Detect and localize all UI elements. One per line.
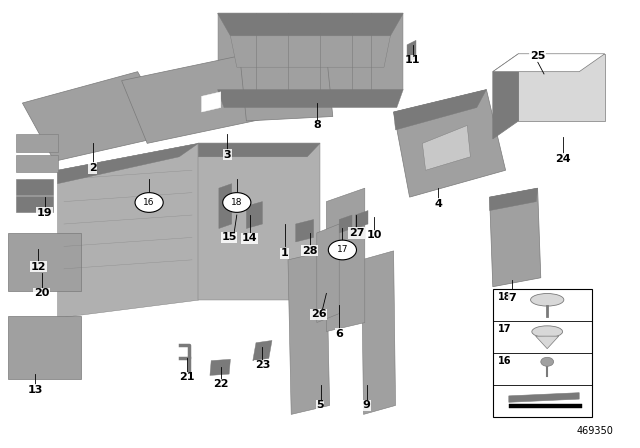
Text: 14: 14 [242, 233, 257, 243]
Text: 22: 22 [213, 379, 228, 389]
Polygon shape [246, 202, 262, 228]
Polygon shape [317, 224, 339, 323]
Text: 19: 19 [37, 208, 52, 218]
Polygon shape [407, 40, 416, 63]
Polygon shape [288, 251, 330, 414]
Bar [8, 316, 81, 379]
Text: 21: 21 [179, 372, 195, 382]
Text: 11: 11 [405, 56, 420, 65]
Polygon shape [58, 143, 198, 184]
Polygon shape [339, 215, 352, 233]
Bar [16, 196, 53, 212]
Bar [16, 134, 58, 152]
Polygon shape [253, 340, 272, 361]
Polygon shape [362, 251, 396, 414]
Text: 1: 1 [281, 248, 289, 258]
Text: 4: 4 [435, 199, 442, 209]
Ellipse shape [531, 293, 564, 306]
Text: 6: 6 [335, 329, 343, 339]
Text: 24: 24 [556, 154, 571, 164]
Polygon shape [210, 359, 230, 375]
Polygon shape [58, 143, 198, 318]
Circle shape [135, 193, 163, 212]
Circle shape [328, 240, 356, 260]
Text: 26: 26 [311, 310, 326, 319]
Polygon shape [198, 143, 320, 300]
Polygon shape [518, 54, 605, 121]
Text: 16: 16 [497, 356, 511, 366]
Text: 17: 17 [337, 246, 348, 254]
Polygon shape [490, 188, 541, 287]
Text: 8: 8 [313, 121, 321, 130]
Text: 18: 18 [497, 292, 511, 302]
Text: 469350: 469350 [577, 426, 614, 436]
Text: 27: 27 [349, 228, 364, 238]
Text: 10: 10 [367, 230, 382, 240]
Text: 20: 20 [34, 289, 49, 298]
Polygon shape [198, 143, 320, 157]
Bar [16, 155, 58, 172]
Text: 25: 25 [530, 51, 545, 61]
Bar [16, 179, 53, 195]
Polygon shape [326, 188, 365, 332]
Polygon shape [509, 393, 579, 402]
Text: 13: 13 [28, 385, 43, 395]
Polygon shape [296, 220, 314, 242]
Text: 5: 5 [316, 401, 324, 410]
Text: 9: 9 [362, 401, 370, 410]
Polygon shape [22, 72, 173, 161]
Text: 15: 15 [221, 233, 237, 242]
Polygon shape [355, 211, 368, 228]
Polygon shape [536, 336, 559, 349]
Bar [8, 233, 81, 291]
Circle shape [223, 193, 251, 212]
Polygon shape [493, 54, 518, 139]
Polygon shape [493, 54, 605, 72]
Polygon shape [240, 54, 333, 121]
Polygon shape [219, 184, 232, 228]
Ellipse shape [532, 326, 563, 337]
Polygon shape [218, 13, 403, 90]
Circle shape [541, 358, 554, 366]
Polygon shape [230, 36, 390, 67]
Polygon shape [218, 13, 403, 36]
Polygon shape [122, 54, 275, 143]
Text: 28: 28 [302, 246, 317, 256]
Polygon shape [394, 90, 506, 197]
Polygon shape [422, 125, 470, 170]
Text: 16: 16 [143, 198, 155, 207]
Polygon shape [202, 92, 221, 112]
Polygon shape [394, 90, 486, 130]
Bar [493, 289, 592, 417]
Text: 23: 23 [255, 360, 270, 370]
Text: 2: 2 [89, 163, 97, 173]
Text: 18: 18 [231, 198, 243, 207]
Text: 7: 7 [508, 293, 516, 303]
Text: 3: 3 [223, 150, 231, 159]
Polygon shape [218, 90, 403, 108]
Text: 17: 17 [497, 324, 511, 334]
Bar [509, 404, 582, 408]
Polygon shape [490, 188, 538, 211]
Text: 12: 12 [31, 262, 46, 271]
